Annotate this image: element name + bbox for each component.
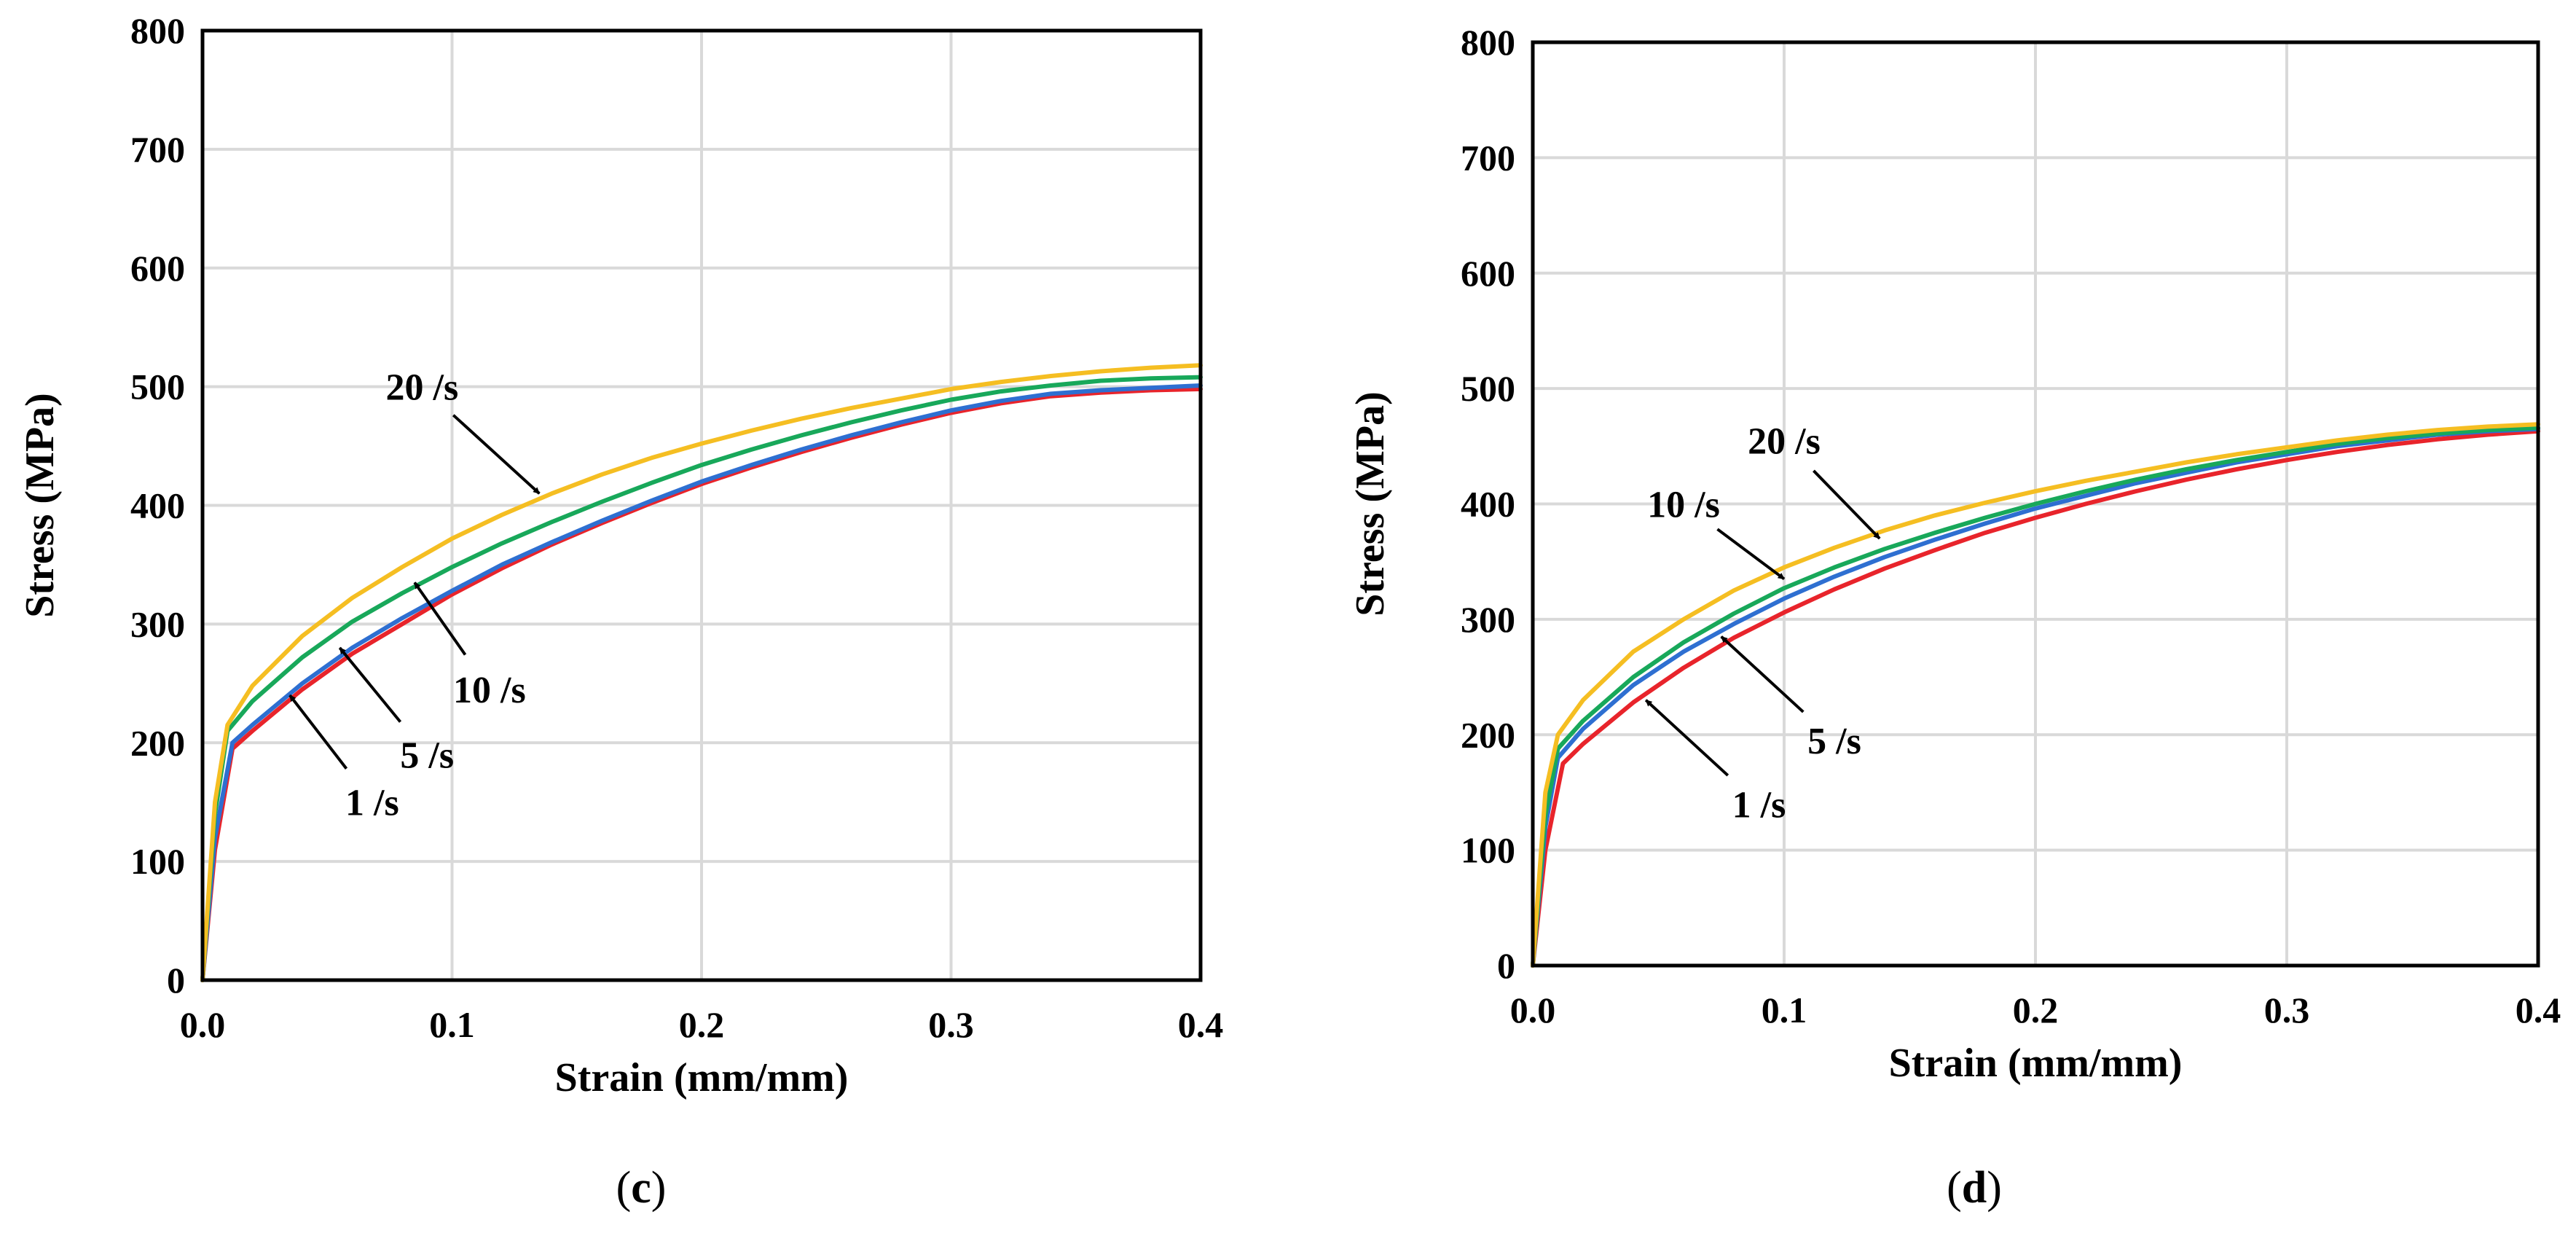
series-line-20sps — [200, 363, 1203, 982]
gridlines — [203, 31, 1201, 980]
y-tick-label: 400 — [130, 485, 185, 526]
y-tick-label: 800 — [1461, 22, 1515, 63]
series-line-1sps — [1531, 428, 2540, 968]
y-tick-label: 300 — [1461, 599, 1515, 640]
series-line-5sps — [200, 383, 1203, 982]
y-tick-label: 500 — [1461, 368, 1515, 409]
chart-panel-d: 0.0 0.1 0.2 0.3 0.4 0 100 200 300 400 500 600 700 800… — [1348, 22, 2561, 1086]
y-tick-label: 300 — [130, 603, 185, 644]
annotation-label: 5 /s — [1807, 721, 1861, 762]
y-tick-label: 400 — [1461, 484, 1515, 525]
series-line-5sps — [1531, 426, 2540, 968]
y-tick-label: 600 — [1461, 253, 1515, 294]
annotation-arrow — [338, 646, 402, 723]
y-tick-label: 700 — [1461, 137, 1515, 178]
x-tick-label: 0.2 — [2013, 990, 2059, 1030]
series-line-20sps — [1531, 422, 2540, 968]
x-tick-label: 0.4 — [1178, 1004, 1224, 1045]
annotation-label: 20 /s — [1748, 420, 1821, 462]
annotation-label: 10 /s — [453, 670, 526, 711]
x-tick-label: 0.0 — [1510, 990, 1556, 1030]
annotation-arrow — [452, 414, 541, 495]
x-tick-label: 0.4 — [2516, 990, 2561, 1030]
series-line-10sps — [200, 375, 1203, 982]
annotation-arrow — [288, 694, 348, 770]
series-line-10sps — [1531, 426, 2540, 968]
y-tick-label: 100 — [130, 841, 185, 882]
x-tick-label: 0.1 — [429, 1004, 475, 1045]
y-tick-label: 0 — [1497, 945, 1515, 986]
y-tick-label: 200 — [130, 722, 185, 763]
annotation-label: 1 /s — [1732, 784, 1786, 826]
annotations: 20 /s 10 /s 5 /s1 /s — [288, 367, 541, 824]
chart-panel-c: 0.0 0.1 0.2 0.3 0.4 0 100 200 300 400 500 600 700 800… — [17, 10, 1223, 1100]
panel-label-d: (d) — [1947, 1163, 2002, 1213]
y-tick-label: 100 — [1461, 830, 1515, 871]
annotation-arrow — [413, 582, 467, 656]
panel-label-c: (c) — [616, 1163, 667, 1213]
annotation-arrow — [1716, 528, 1786, 581]
y-tick-label: 600 — [130, 248, 185, 289]
x-tick-label: 0.2 — [679, 1004, 725, 1045]
y-axis-label: Stress (MPa) — [1348, 391, 1393, 616]
y-tick-label: 200 — [1461, 714, 1515, 755]
annotations: 20 /s 10 /s 5 /s 1 /s — [1644, 420, 1881, 826]
x-tick-label: 0.0 — [180, 1004, 226, 1045]
annotation-label: 20 /s — [386, 367, 459, 409]
y-tick-label: 0 — [167, 960, 185, 1001]
x-tick-label: 0.3 — [2264, 990, 2310, 1030]
series-group — [1531, 422, 2540, 968]
annotation-label: 1 /s — [345, 783, 399, 824]
x-axis-label: Strain (mm/mm) — [1889, 1041, 2183, 1086]
annotation-arrow — [1720, 635, 1805, 713]
y-tick-label: 800 — [130, 10, 185, 51]
y-tick-label: 500 — [130, 367, 185, 407]
annotation-arrow — [1644, 699, 1729, 777]
annotation-label: 10 /s — [1647, 485, 1720, 526]
annotation-label: 5 /s — [400, 735, 454, 777]
y-tick-label: 700 — [130, 129, 185, 170]
plot-frame — [1531, 40, 2540, 968]
y-axis-label: Stress (MPa) — [17, 393, 63, 617]
plot-frame — [200, 28, 1203, 982]
x-tick-label: 0.3 — [928, 1004, 974, 1045]
series-group — [200, 363, 1203, 982]
x-tick-label: 0.1 — [1762, 990, 1807, 1030]
annotation-arrow — [1813, 469, 1881, 540]
x-axis-label: Strain (mm/mm) — [555, 1055, 849, 1100]
